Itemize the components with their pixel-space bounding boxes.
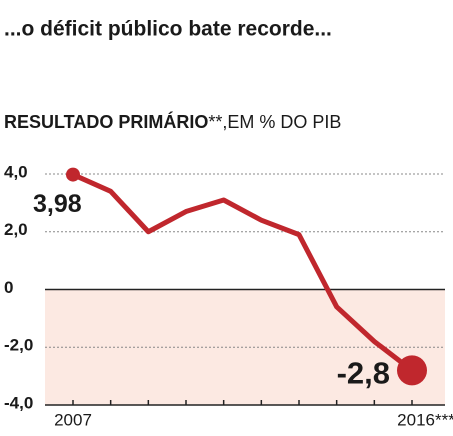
chart-title: ...o déficit público bate recorde... — [4, 18, 332, 41]
subtitle-rest: **,EM % DO PIB — [208, 112, 341, 132]
y-tick-label: 0 — [4, 278, 13, 297]
chart-subtitle: RESULTADO PRIMÁRIO**,EM % DO PIB — [4, 111, 341, 132]
point — [66, 167, 80, 182]
value-label: -2,8 — [337, 356, 390, 391]
y-tick-label: -2,0 — [4, 336, 33, 355]
x-tick-label: 2007 — [54, 410, 92, 429]
y-tick-label: 2,0 — [4, 220, 28, 239]
x-tick-label: 2016*** — [397, 410, 453, 429]
point — [397, 355, 427, 386]
line — [71, 172, 414, 373]
subtitle-bold: RESULTADO PRIMÁRIO — [4, 111, 208, 132]
value-label: 3,98 — [33, 190, 82, 218]
y-tick-label: -4,0 — [4, 393, 33, 412]
y-tick-label: 4,0 — [4, 162, 28, 181]
